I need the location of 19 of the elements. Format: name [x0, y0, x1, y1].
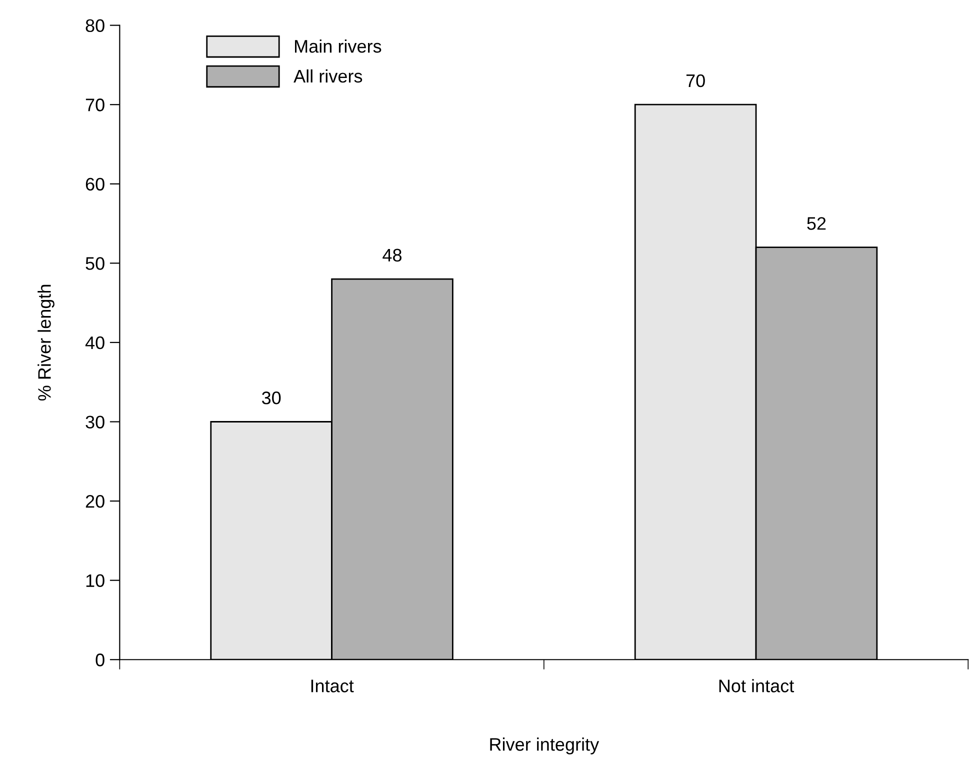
data-label: 48 [382, 248, 402, 262]
y-tick-label: 30 [86, 416, 104, 428]
y-tick-label: 70 [86, 98, 104, 112]
x-tick-label: Not intact [719, 679, 794, 692]
y-tick-label: 40 [85, 336, 104, 350]
x-axis-title: River integrity [490, 738, 600, 754]
data-label: 52 [807, 217, 826, 230]
y-tick-label: 60 [86, 178, 104, 191]
y-tick-label: 20 [86, 494, 104, 508]
y-tick-label: 0 [96, 654, 104, 666]
y-tick-label: 10 [86, 574, 104, 588]
legend-label: All rivers [294, 69, 362, 83]
data-label: 70 [686, 74, 705, 88]
legend-label: Main rivers [295, 39, 382, 53]
y-tick-label: 80 [86, 19, 104, 32]
data-label: 30 [262, 392, 281, 404]
y-tick-label: 50 [86, 257, 104, 270]
y-axis-title: % River length [38, 284, 54, 401]
x-tick-label: Intact [311, 680, 354, 692]
